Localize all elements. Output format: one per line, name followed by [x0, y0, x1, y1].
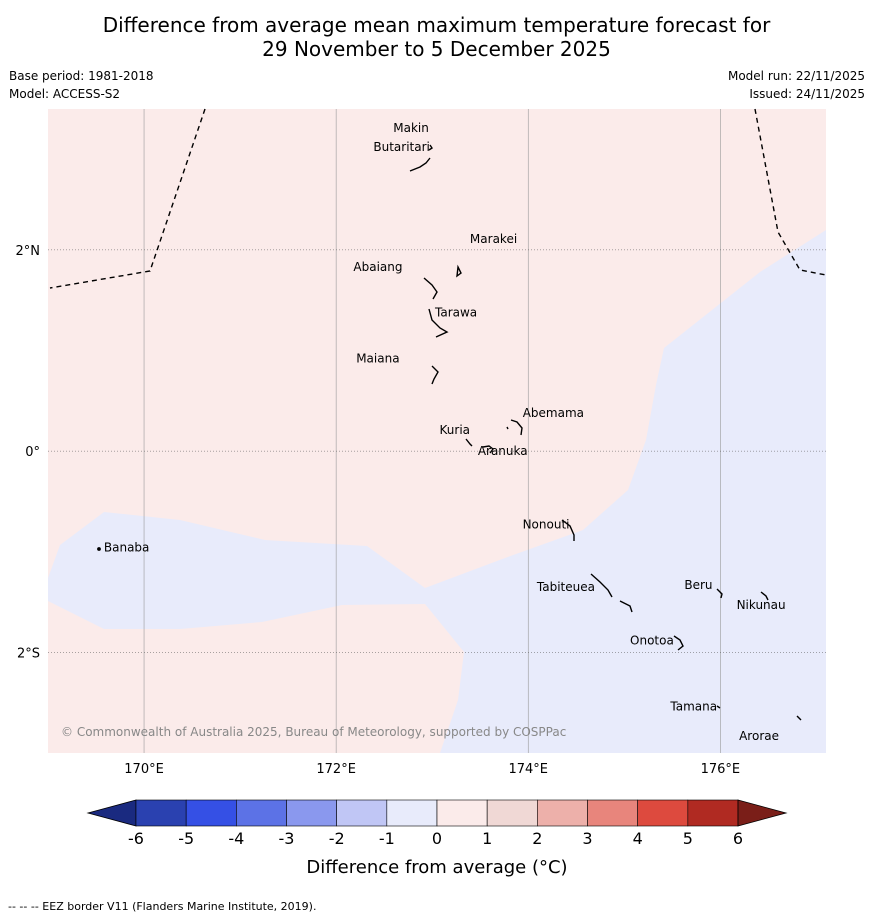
- island-label: Marakei: [470, 232, 517, 246]
- latitude-tick-label: 2°N: [16, 244, 41, 259]
- island-labels: Makin Butaritari Marakei Abaiang Tarawa Maian…: [104, 121, 786, 743]
- colorbar-tick-label: 6: [733, 829, 743, 848]
- title-line-2: 29 November to 5 December 2025: [262, 37, 611, 61]
- cool-anomaly-region: [48, 230, 826, 753]
- colorbar-tick-label: 5: [683, 829, 693, 848]
- colorbar-tick-label: -6: [128, 829, 144, 848]
- colorbar-high-extend: [737, 799, 788, 827]
- colorbar-tick-label: -2: [329, 829, 345, 848]
- latitude-tick-label: 0°: [25, 445, 40, 460]
- atoll-tarawa: [428, 308, 449, 338]
- colorbar-bin: [587, 799, 638, 827]
- model-name: Model: ACCESS-S2: [9, 87, 121, 101]
- eez-border-east: [754, 108, 827, 276]
- longitude-tick-label: 174°E: [508, 762, 548, 777]
- colorbar-bin: [336, 799, 388, 827]
- atoll-makin: [428, 144, 433, 151]
- colorbar-tick-label: -1: [379, 829, 395, 848]
- atoll-onotoa: [673, 635, 684, 651]
- colorbar-ticks: -6 -5 -4 -3 -2 -1 0 1 2 3 4 5 6: [128, 829, 743, 848]
- colorbar-bin: [386, 799, 438, 827]
- eez-border-footnote: -- -- -- EEZ border V11 (Flanders Marine…: [8, 900, 317, 913]
- longitude-tick-label: 172°E: [316, 762, 356, 777]
- atoll-tamana: [716, 705, 721, 709]
- atoll-beru: [716, 588, 723, 599]
- atoll-maiana: [431, 365, 439, 385]
- atoll-nikunau: [760, 591, 769, 601]
- title-line-1: Difference from average mean maximum tem…: [102, 13, 771, 37]
- base-period: Base period: 1981-2018: [9, 69, 154, 83]
- colorbar-bin: [286, 799, 337, 827]
- atoll-tabiteuea: [590, 573, 633, 613]
- longitude-tick-label: 170°E: [124, 762, 164, 777]
- colorbar-tick-label: -5: [178, 829, 194, 848]
- colorbar-bin: [236, 799, 287, 827]
- colorbar-bin: [436, 799, 488, 827]
- atoll-banaba: [97, 547, 101, 551]
- colorbar-bin: [185, 799, 237, 827]
- atoll-abaiang: [423, 277, 438, 300]
- colorbar: -6 -5 -4 -3 -2 -1 0 1 2 3 4 5 6 Difference from aver…: [86, 799, 788, 878]
- latitude-tick-label: 2°S: [17, 646, 40, 661]
- island-label: Banaba: [104, 541, 150, 555]
- island-label: Onotoa: [630, 633, 674, 647]
- colorbar-label: Difference from average (°C): [306, 857, 567, 878]
- colorbar-tick-label: 2: [532, 829, 542, 848]
- colorbar-bin: [637, 799, 689, 827]
- atoll-marakei: [456, 264, 462, 278]
- island-label: Nikunau: [737, 598, 786, 612]
- island-label: Kuria: [440, 423, 471, 437]
- colorbar-tick-label: -3: [279, 829, 295, 848]
- colorbar-tick-label: -4: [228, 829, 244, 848]
- atoll-outlines: [97, 144, 802, 721]
- atoll-kuria: [465, 438, 473, 447]
- island-label: Makin: [393, 121, 429, 135]
- colorbar-tick-label: 4: [633, 829, 643, 848]
- colorbar-tick-label: 0: [432, 829, 442, 848]
- island-label: Beru: [684, 578, 712, 592]
- colorbar-low-extend: [86, 799, 137, 827]
- colorbar-tick-label: 3: [582, 829, 592, 848]
- colorbar-bin: [687, 799, 739, 827]
- island-label: Aranuka: [478, 444, 528, 458]
- island-label: Tamana: [669, 700, 717, 714]
- colorbar-bins: [135, 799, 739, 827]
- eez-border-west: [49, 108, 206, 289]
- issued-date: Issued: 24/11/2025: [749, 87, 865, 101]
- island-label: Butaritari: [373, 140, 430, 154]
- axis-labels: 170°E 172°E 174°E 176°E 2°N 0° 2°S: [16, 244, 741, 777]
- island-label: Tarawa: [434, 305, 477, 319]
- atoll-aranuka: [482, 445, 494, 454]
- longitude-tick-label: 176°E: [701, 762, 741, 777]
- atoll-arorae: [796, 715, 802, 721]
- graticule: [48, 109, 826, 753]
- atoll-butaritari: [409, 157, 431, 172]
- island-label: Nonouti: [523, 518, 570, 532]
- island-label: Abemama: [523, 406, 584, 420]
- colorbar-tick-label: 1: [482, 829, 492, 848]
- copyright-notice: © Commonwealth of Australia 2025, Bureau…: [61, 725, 566, 739]
- colorbar-bin: [537, 799, 588, 827]
- island-label: Abaiang: [353, 260, 402, 274]
- colorbar-bin: [135, 799, 187, 827]
- island-label: Tabiteuea: [536, 580, 595, 594]
- map-area: Makin Butaritari Marakei Abaiang Tarawa Maian…: [48, 108, 827, 753]
- model-run-date: Model run: 22/11/2025: [727, 69, 865, 83]
- colorbar-bin: [486, 799, 538, 827]
- island-label: Arorae: [739, 729, 779, 743]
- island-label: Maiana: [356, 352, 399, 366]
- atoll-nonouti: [561, 519, 575, 541]
- atoll-abemama: [506, 419, 523, 436]
